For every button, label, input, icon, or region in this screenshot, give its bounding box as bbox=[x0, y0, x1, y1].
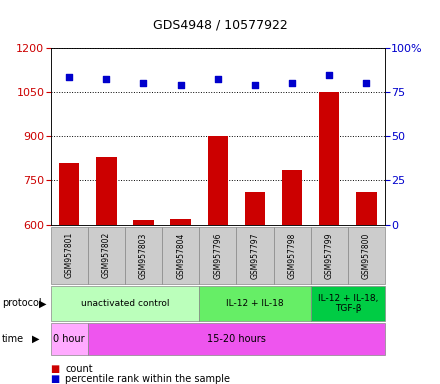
Text: GSM957801: GSM957801 bbox=[65, 232, 73, 278]
Text: 0 hour: 0 hour bbox=[53, 334, 85, 344]
Text: IL-12 + IL-18: IL-12 + IL-18 bbox=[226, 299, 284, 308]
Point bbox=[66, 74, 73, 81]
Point bbox=[177, 81, 184, 88]
Text: GSM957803: GSM957803 bbox=[139, 232, 148, 278]
Text: ■: ■ bbox=[51, 374, 60, 384]
Bar bbox=[133, 220, 154, 384]
Point bbox=[363, 79, 370, 86]
Point bbox=[214, 76, 221, 82]
Bar bbox=[282, 170, 302, 384]
Text: count: count bbox=[65, 364, 93, 374]
Bar bbox=[245, 192, 265, 384]
Point bbox=[326, 72, 333, 78]
Point bbox=[251, 82, 258, 88]
Text: GSM957796: GSM957796 bbox=[213, 232, 222, 279]
Text: GSM957800: GSM957800 bbox=[362, 232, 371, 278]
Text: GSM957797: GSM957797 bbox=[250, 232, 260, 279]
Bar bbox=[170, 219, 191, 384]
Text: GSM957804: GSM957804 bbox=[176, 232, 185, 278]
Bar bbox=[319, 92, 340, 384]
Text: GSM957799: GSM957799 bbox=[325, 232, 334, 279]
Text: unactivated control: unactivated control bbox=[81, 299, 169, 308]
Text: protocol: protocol bbox=[2, 298, 42, 308]
Point bbox=[140, 80, 147, 86]
Point bbox=[289, 79, 296, 86]
Text: 15-20 hours: 15-20 hours bbox=[207, 334, 266, 344]
Text: percentile rank within the sample: percentile rank within the sample bbox=[65, 374, 230, 384]
Text: IL-12 + IL-18,
TGF-β: IL-12 + IL-18, TGF-β bbox=[318, 294, 378, 313]
Text: ▶: ▶ bbox=[39, 298, 47, 308]
Point bbox=[103, 76, 110, 82]
Text: ▶: ▶ bbox=[32, 334, 40, 344]
Text: GSM957798: GSM957798 bbox=[288, 232, 297, 278]
Text: GSM957802: GSM957802 bbox=[102, 232, 111, 278]
Bar bbox=[96, 157, 117, 384]
Bar bbox=[356, 192, 377, 384]
Text: ■: ■ bbox=[51, 364, 60, 374]
Bar bbox=[59, 163, 79, 384]
Text: time: time bbox=[2, 334, 24, 344]
Text: GDS4948 / 10577922: GDS4948 / 10577922 bbox=[153, 18, 287, 31]
Bar bbox=[208, 136, 228, 384]
